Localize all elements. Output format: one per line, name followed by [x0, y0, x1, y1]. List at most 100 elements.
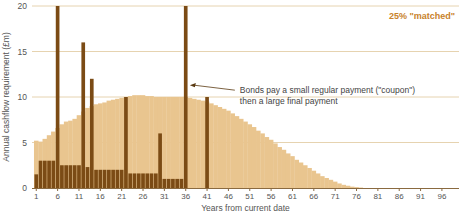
x-tick-label: 21: [117, 192, 126, 201]
bond-bar: [124, 97, 128, 188]
liability-bar: [265, 137, 270, 188]
bond-bar: [128, 173, 132, 188]
liability-bar: [68, 121, 73, 188]
liability-bar: [341, 185, 346, 188]
liability-bar: [119, 98, 124, 188]
x-tick-label: 91: [416, 192, 425, 201]
bond-bar: [77, 165, 81, 188]
x-tick-label: 71: [331, 192, 340, 201]
bond-bar: [150, 173, 154, 188]
liability-bar: [64, 122, 69, 188]
bond-bar: [120, 170, 124, 188]
liability-bar: [247, 124, 252, 188]
x-axis-title: Years from current date: [201, 203, 290, 213]
liability-bar: [179, 97, 184, 188]
bond-bar: [47, 161, 51, 188]
bond-bar: [154, 173, 158, 188]
bond-bar: [163, 179, 167, 188]
annotation-text: Bonds pay a small regular payment ("coup…: [240, 85, 415, 95]
bond-bar: [107, 170, 111, 188]
bond-bar: [103, 170, 107, 188]
liability-bar: [124, 97, 129, 188]
y-tick-label: 10: [18, 92, 28, 102]
liability-bar: [132, 95, 137, 188]
y-axis-title: Annual cashflow requirement (£m): [1, 32, 11, 162]
x-tick: [143, 188, 144, 191]
grid-line: [32, 51, 459, 52]
liability-bar: [43, 139, 48, 188]
bond-bar: [39, 161, 43, 188]
x-tick: [441, 188, 442, 191]
x-tick-label: 11: [75, 192, 84, 201]
liability-bar: [188, 98, 193, 188]
bond-bar: [145, 173, 149, 188]
liability-bar: [226, 111, 231, 188]
liability-bar: [209, 103, 214, 188]
bond-bar: [167, 179, 171, 188]
bond-bar: [141, 173, 145, 188]
x-tick: [207, 188, 208, 191]
bond-bar: [205, 97, 209, 188]
x-tick: [420, 188, 421, 191]
liability-bar: [350, 187, 355, 188]
liability-bar: [162, 97, 167, 188]
liability-bar: [149, 96, 154, 188]
liability-bar: [94, 104, 99, 188]
liability-bar: [346, 186, 351, 188]
bond-bar: [180, 179, 184, 188]
bond-bar: [69, 165, 73, 188]
liability-bar: [294, 160, 299, 188]
liability-bar: [359, 187, 364, 188]
liability-bar: [235, 116, 240, 188]
x-tick: [185, 188, 186, 191]
subtitle: 25% "matched": [389, 11, 455, 21]
x-tick: [121, 188, 122, 191]
liability-bar: [260, 133, 265, 188]
bond-bar: [111, 170, 115, 188]
liability-bar: [145, 96, 150, 188]
chart: 0510152016111621263136414651566166717681…: [0, 0, 461, 214]
annotation-text: then a large final payment: [240, 96, 338, 106]
y-tick-label: 0: [22, 183, 27, 193]
x-tick-label: 66: [309, 192, 318, 201]
liability-bar: [34, 141, 39, 188]
bond-bar: [158, 133, 162, 188]
liability-bar: [213, 105, 218, 188]
x-tick: [271, 188, 272, 191]
x-tick: [57, 188, 58, 191]
bond-bar: [60, 165, 64, 188]
bond-bar: [171, 179, 175, 188]
x-tick: [292, 188, 293, 191]
plot-marks: [34, 6, 363, 188]
x-tick: [377, 188, 378, 191]
x-tick-label: 46: [224, 192, 233, 201]
x-tick-label: 36: [181, 192, 190, 201]
y-tick-label: 15: [18, 47, 28, 57]
liability-bar: [273, 143, 278, 188]
liability-bar: [154, 97, 159, 188]
bond-bar: [34, 174, 38, 188]
liability-bar: [286, 153, 291, 188]
bond-bar: [184, 6, 188, 188]
x-tick: [100, 188, 101, 191]
liability-bar: [115, 99, 120, 188]
liability-bar: [136, 95, 141, 188]
x-tick-label: 56: [267, 192, 276, 201]
x-axis: [32, 188, 459, 189]
liability-bar: [201, 101, 206, 188]
liability-bar: [60, 124, 65, 188]
bond-bar: [137, 173, 141, 188]
liability-bar: [277, 147, 282, 188]
liability-bar: [230, 113, 235, 188]
liability-bar: [256, 131, 261, 188]
bond-bar: [90, 79, 94, 188]
bond-bar: [116, 170, 120, 188]
bond-bar: [175, 179, 179, 188]
bond-bar: [64, 165, 68, 188]
liability-bar: [166, 97, 171, 188]
liability-bar: [171, 97, 176, 188]
liability-bar: [312, 171, 317, 188]
liability-bar: [102, 102, 107, 188]
liability-bar: [98, 103, 103, 188]
x-tick-label: 61: [288, 192, 297, 201]
